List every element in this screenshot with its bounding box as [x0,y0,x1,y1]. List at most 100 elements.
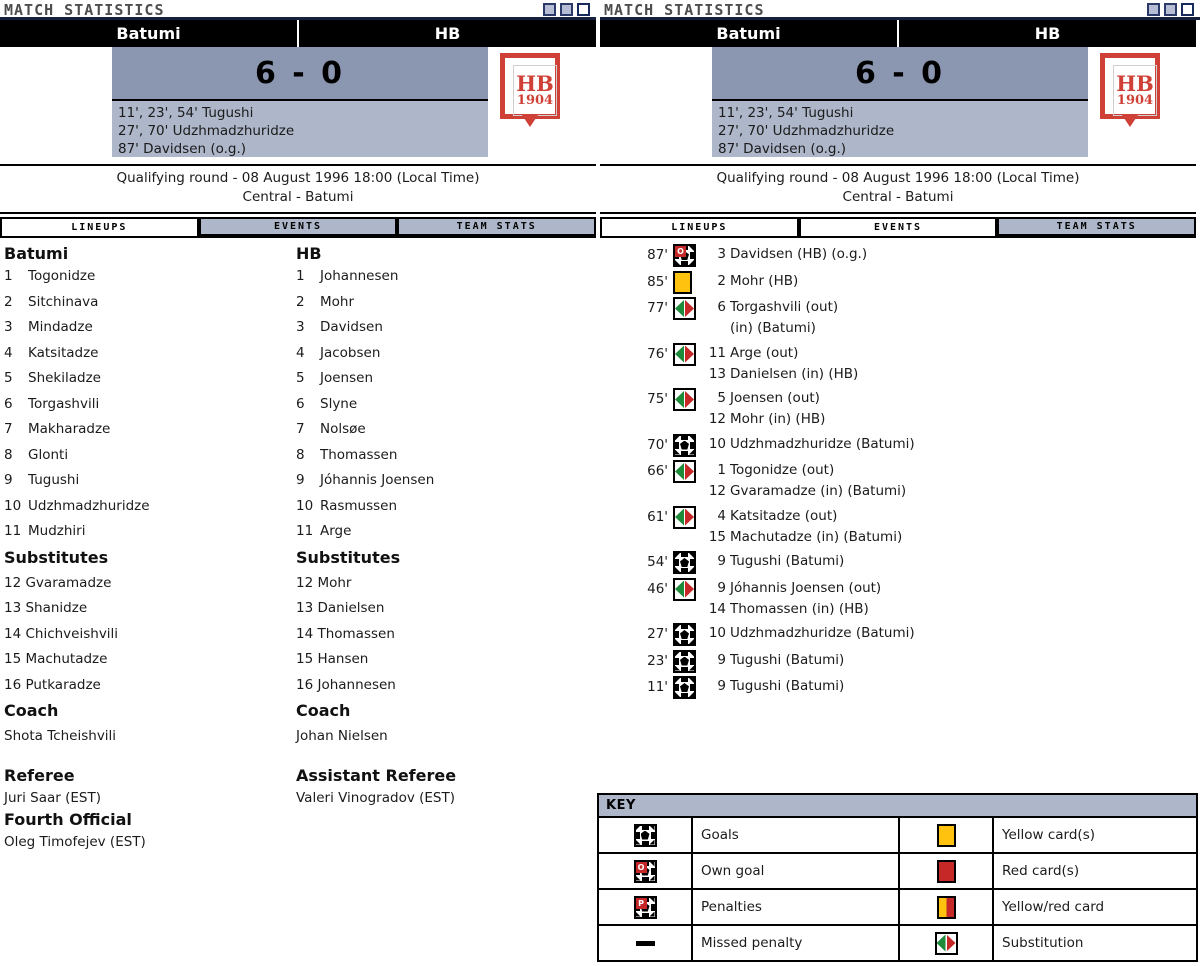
close-button[interactable] [577,3,590,16]
event-row: 76' 11 Arge (out) 13 Danielsen (in) (HB) [636,342,1196,385]
event-player-number: 5 [717,390,726,406]
key-rows: Goals Yellow card(s) O Own goal Red card(s) P… [599,818,1196,960]
key-label: Red card(s) [1002,863,1080,879]
shirt-number: 8 [296,446,305,463]
list-item: 11 Mudzhiri [4,519,296,545]
list-item: 9 Jóhannis Joensen [296,468,588,494]
event-row: 61' 4 Katsitadze (out) 15 Machutadze (in) (B… [636,505,1196,548]
assistant-referee-name: Valeri Vinogradov (EST) [296,790,455,806]
shirt-number: 9 [296,472,305,488]
coach-name: Johan Nielsen [296,728,388,744]
event-line: 11 Arge (out) [704,343,858,364]
maximize-button[interactable] [1164,3,1177,16]
event-icon-cell [673,433,696,457]
penalty-icon: P [633,895,657,919]
player-name: Davidsen [320,319,383,335]
event-minute: 70' [647,436,668,453]
list-item: 12 Gvaramadze [4,574,112,591]
scoreline: 6 - 0 [112,47,488,101]
player-name: Arge [320,523,352,539]
substitution-icon [673,460,696,483]
event-icon-cell [673,460,696,483]
event-row: 87' O 3 Davidsen (HB) (o.g.) [636,244,1196,267]
event-text: 10 Udzhmadzhuridze (Batumi) [696,434,915,455]
list-item: 15 Machutadze [4,651,108,667]
close-button[interactable] [1181,3,1194,16]
list-item: 2 Sitchinava [4,290,296,316]
player-name: Tugushi [28,472,80,488]
player-name: Glonti [28,446,69,463]
tab-team-stats[interactable]: TEAM STATS [997,217,1197,236]
list-item: 4 Katsitadze [4,341,296,367]
event-text: 9 Tugushi (Batumi) [696,650,844,671]
key-icon-cell [900,926,994,960]
event-text: 5 Joensen (out) 12 Mohr (in) (HB) [696,388,826,430]
event-line: 14 Thomassen (in) (HB) [704,599,881,620]
crest-point [1122,115,1138,127]
event-line: 10 Udzhmadzhuridze (Batumi) [704,623,915,644]
event-line: 6 Torgashvili (out) [704,297,838,318]
event-text: 9 Tugushi (Batumi) [696,551,844,572]
starters-list-home: 1 Togonidze 2 Sitchinava 3 Mindadze 4 Katsit… [4,264,296,545]
list-item: 6 Slyne [296,392,588,418]
event-player-number: 15 [708,528,726,545]
team-header-bar-right: Batumi HB [600,20,1196,47]
event-player-number: 4 [717,507,726,524]
tabs-right: LINEUPS EVENTS TEAM STATS [600,217,1197,238]
lineup-team-name: Batumi [4,244,69,263]
event-row: 11' 9 Tugushi (Batumi) [636,676,1196,699]
event-line: 12 Gvaramadze (in) (Batumi) [704,481,906,502]
event-text: 10 Udzhmadzhuridze (Batumi) [696,623,915,644]
event-player-number: 9 [717,651,726,668]
substitution-icon [673,342,696,366]
event-minute: 87' [647,247,668,263]
tab-events[interactable]: EVENTS [798,217,998,236]
tab-events[interactable]: EVENTS [198,217,398,236]
event-icon-cell [673,551,696,574]
maximize-button[interactable] [560,3,573,16]
coach-name: Shota Tcheishvili [4,728,117,744]
player-name: Togonidze [28,268,96,284]
home-team-name: Batumi [716,24,781,43]
tab-team-stats[interactable]: TEAM STATS [397,217,597,236]
event-text: 4 Katsitadze (out) 15 Machutadze (in) (Batu… [696,506,902,548]
tab-lineups[interactable]: LINEUPS [600,217,799,236]
event-minute: 27' [647,626,668,642]
substitution-icon [673,505,696,529]
lineup-team-name: HB [296,244,322,263]
minimize-button[interactable] [1147,3,1160,16]
scorer-line: 27', 70' Udzhmadzhuridze [718,123,895,139]
event-text: 9 Tugushi (Batumi) [696,676,844,697]
event-row: 70' 10 Udzhmadzhuridze (Batumi) [636,433,1196,457]
event-icon-cell: O [673,244,696,267]
minimize-button[interactable] [543,3,556,16]
crest-outline: HB 1904 [500,53,560,119]
event-text: 6 Torgashvili (out) (in) (Batumi) [696,297,838,339]
goal-icon [673,433,696,457]
match-meta-right: Qualifying round - 08 August 1996 18:00 … [600,164,1196,214]
key-label: Yellow/red card [1002,899,1105,915]
event-icon-cell [673,505,696,529]
event-icon-cell [673,577,696,601]
key-legend: KEY Goals Yellow card(s) O Own goal Red card… [597,793,1198,962]
shirt-number: 9 [4,472,13,488]
shirt-number: 11 [296,523,314,539]
player-name: Rasmussen [320,497,398,514]
shirt-number: 2 [296,293,305,310]
event-minute: 46' [647,580,668,597]
goal-icon [673,551,696,574]
event-minute: 11' [647,679,668,695]
tab-lineups[interactable]: LINEUPS [0,217,199,236]
list-item: 7 Makharadze [4,417,296,443]
event-player-number: 10 [708,435,726,452]
event-line: 1 Togonidze (out) [704,460,906,481]
fourth-official-heading: Fourth Official [4,810,132,829]
list-item: 13 Shanidze [4,600,88,616]
event-minute: 23' [647,652,668,669]
home-team-name: Batumi [116,24,181,43]
scorers-list: 11', 23', 54' Tugushi 27', 70' Udzhmadzh… [712,101,1088,157]
referee-heading: Referee [4,766,75,785]
key-icon-cell [900,890,994,924]
shirt-number: 1 [4,268,13,284]
shirt-number: 3 [296,319,305,335]
